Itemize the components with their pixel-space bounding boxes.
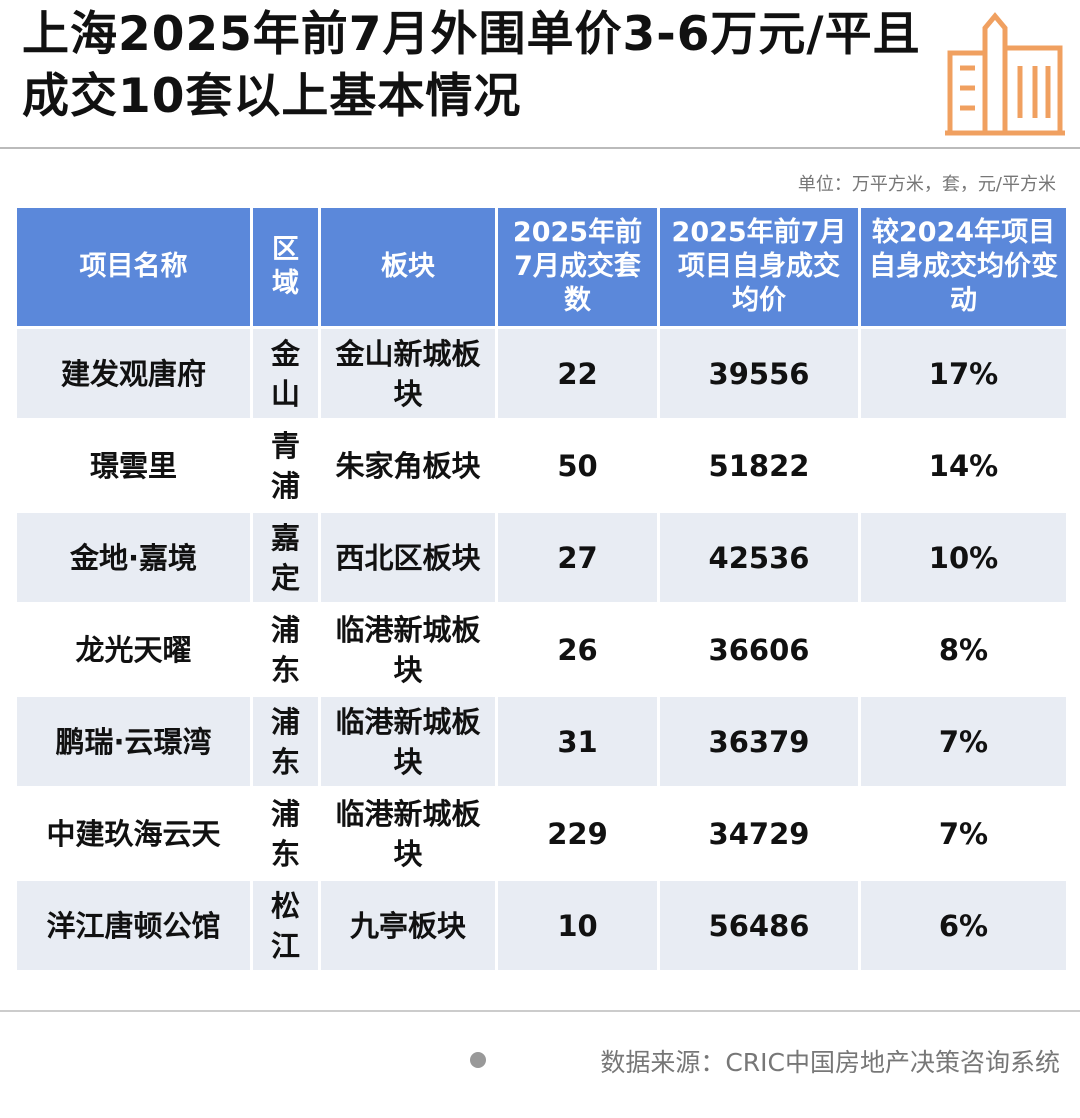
table-cell: 10% xyxy=(858,510,1069,605)
divider xyxy=(0,1010,1080,1012)
table-cell: 金山 xyxy=(250,326,321,421)
table-cell: 西北区板块 xyxy=(318,510,498,605)
table-cell: 6% xyxy=(858,878,1069,973)
table-cell: 10 xyxy=(495,878,660,973)
table-cell: 7% xyxy=(858,786,1069,881)
table-row: 建发观唐府 金山 金山新城板块 22 39556 17% xyxy=(14,326,1069,421)
table-cell: 27 xyxy=(495,510,660,605)
table-row: 洋江唐顿公馆 松江 九亭板块 10 56486 6% xyxy=(14,878,1069,973)
table-cell: 建发观唐府 xyxy=(14,326,253,421)
table-row: 璟雲里 青浦 朱家角板块 50 51822 14% xyxy=(14,418,1069,513)
table-cell: 浦东 xyxy=(250,694,321,789)
title: 上海2025年前7月外围单价3-6万元/平且成交10套以上基本情况 xyxy=(22,7,921,124)
table-cell: 松江 xyxy=(250,878,321,973)
column-header: 2025年前7月项目自身成交均价 xyxy=(657,205,861,329)
table-cell: 56486 xyxy=(657,878,861,973)
table-cell: 31 xyxy=(495,694,660,789)
table-cell: 7% xyxy=(858,694,1069,789)
table-cell: 14% xyxy=(858,418,1069,513)
table-cell: 璟雲里 xyxy=(14,418,253,513)
table-cell: 36606 xyxy=(657,602,861,697)
table-cell: 朱家角板块 xyxy=(318,418,498,513)
table-cell: 51822 xyxy=(657,418,861,513)
table-cell: 36379 xyxy=(657,694,861,789)
table-cell: 龙光天曜 xyxy=(14,602,253,697)
unit-note: 单位：万平方米，套，元/平方米 xyxy=(797,174,1056,195)
table-cell: 34729 xyxy=(657,786,861,881)
table-cell: 金地·嘉境 xyxy=(14,510,253,605)
data-table: 项目名称 区域 板块 2025年前7月成交套数 2025年前7月项目自身成交均价 较202… xyxy=(14,205,1069,973)
table-cell: 洋江唐顿公馆 xyxy=(14,878,253,973)
column-header: 区域 xyxy=(250,205,321,329)
table-row: 鹏瑞·云璟湾 浦东 临港新城板块 31 36379 7% xyxy=(14,694,1069,789)
table-cell: 26 xyxy=(495,602,660,697)
column-header: 2025年前7月成交套数 xyxy=(495,205,660,329)
table-cell: 42536 xyxy=(657,510,861,605)
table-cell: 临港新城板块 xyxy=(318,786,498,881)
building-icon xyxy=(945,12,1065,136)
table-cell: 中建玖海云天 xyxy=(14,786,253,881)
table-cell: 8% xyxy=(858,602,1069,697)
column-header: 较2024年项目自身成交均价变动 xyxy=(858,205,1069,329)
table-cell: 青浦 xyxy=(250,418,321,513)
table-cell: 229 xyxy=(495,786,660,881)
table-cell: 浦东 xyxy=(250,602,321,697)
table-cell: 39556 xyxy=(657,326,861,421)
table-cell: 50 xyxy=(495,418,660,513)
table-cell: 临港新城板块 xyxy=(318,602,498,697)
table-row: 中建玖海云天 浦东 临港新城板块 229 34729 7% xyxy=(14,786,1069,881)
bullet xyxy=(470,1052,486,1068)
table-row: 金地·嘉境 嘉定 西北区板块 27 42536 10% xyxy=(14,510,1069,605)
table-body: 建发观唐府 金山 金山新城板块 22 39556 17% 璟雲里 青浦 朱家角板块 50 51822… xyxy=(14,326,1069,973)
table-cell: 九亭板块 xyxy=(318,878,498,973)
divider xyxy=(0,147,1080,149)
table-row: 龙光天曜 浦东 临港新城板块 26 36606 8% xyxy=(14,602,1069,697)
source: 数据来源：CRIC中国房地产决策咨询系统 xyxy=(600,1048,1060,1077)
table-cell: 浦东 xyxy=(250,786,321,881)
table-cell: 临港新城板块 xyxy=(318,694,498,789)
table-cell: 嘉定 xyxy=(250,510,321,605)
column-header: 板块 xyxy=(318,205,498,329)
header-row: 项目名称 区域 板块 2025年前7月成交套数 2025年前7月项目自身成交均价 较202… xyxy=(14,205,1069,329)
table-cell: 金山新城板块 xyxy=(318,326,498,421)
column-header: 项目名称 xyxy=(14,205,253,329)
table-cell: 22 xyxy=(495,326,660,421)
table-cell: 鹏瑞·云璟湾 xyxy=(14,694,253,789)
table-cell: 17% xyxy=(858,326,1069,421)
